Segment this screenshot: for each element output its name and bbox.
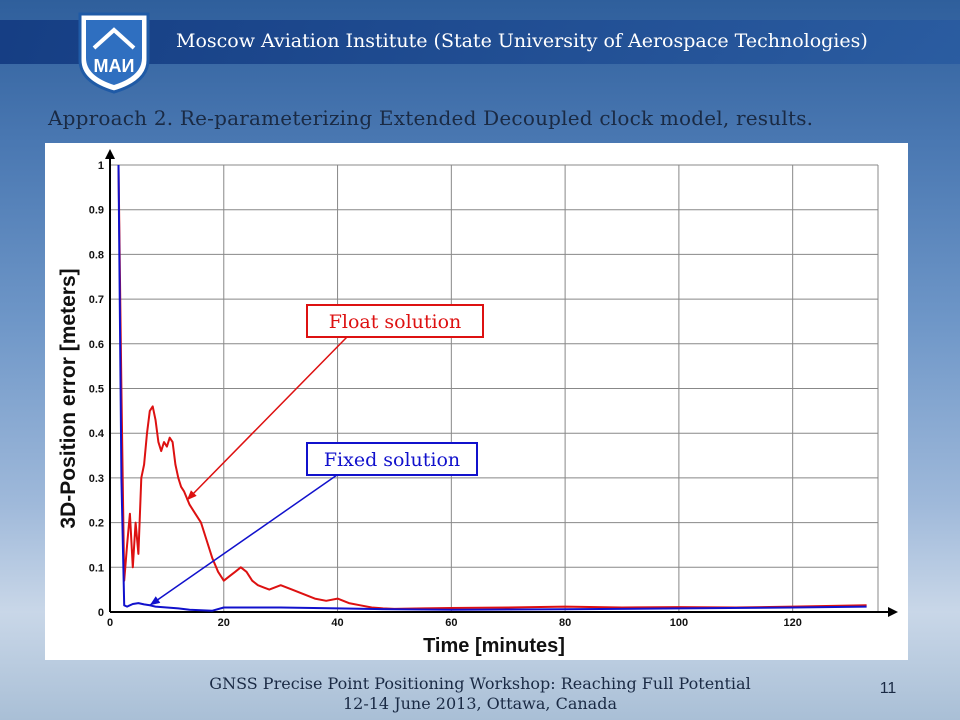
footer-workshop: GNSS Precise Point Positioning Workshop:…: [209, 674, 751, 693]
float-series-line: [117, 164, 867, 610]
footer-date: 12-14 June 2013, Ottawa, Canada: [342, 694, 617, 713]
fixed-series-line: [117, 164, 867, 612]
annotation-label: Float solution: [329, 311, 462, 333]
x-tick-label: 100: [670, 617, 688, 629]
annotation-arrowhead: [186, 490, 197, 501]
slide-title: Approach 2. Re-parameterizing Extended D…: [48, 106, 814, 130]
page-number: 11: [879, 680, 897, 697]
y-tick-label: 0.2: [89, 518, 104, 530]
y-axis-arrow: [105, 149, 115, 159]
chart-svg: 0 20 40 60 80 100 120 0 0.1 0.2 0.3 0.4 0.5 0.6 0.7 0.8…: [57, 149, 898, 657]
y-tick-label: 0.9: [89, 205, 104, 217]
x-tick-label: 80: [559, 617, 571, 629]
annotation-box: [306, 304, 484, 338]
annotation-label: Fixed solution: [324, 449, 460, 471]
x-tick-label: 20: [218, 617, 230, 629]
logo-text: МАИ: [94, 56, 135, 76]
mai-logo: МАИ: [78, 12, 150, 94]
x-tick-label: 40: [331, 617, 343, 629]
annotation-box: [306, 442, 478, 476]
y-tick-label: 0.4: [89, 428, 105, 440]
chart-panel: 0 20 40 60 80 100 120 0 0.1 0.2 0.3 0.4 0.5 0.6 0.7 0.8…: [45, 143, 908, 660]
y-tick-label: 0.7: [89, 294, 104, 306]
y-tick-label: 0.5: [89, 384, 104, 396]
x-tick-label: 0: [107, 617, 113, 629]
institute-name: Moscow Aviation Institute (State Univers…: [176, 30, 868, 52]
x-axis-label: Time [minutes]: [423, 635, 565, 657]
x-tick-label: 120: [783, 617, 801, 629]
annotation-arrowhead: [149, 596, 161, 606]
y-axis-label: 3D-Position error [meters]: [57, 268, 80, 528]
x-tick-label: 60: [445, 617, 457, 629]
y-tick-label: 0.1: [89, 562, 104, 574]
header-bar: [0, 20, 960, 64]
x-axis-arrow: [888, 607, 898, 617]
y-tick-label: 0: [98, 607, 104, 619]
y-tick-label: 0.3: [89, 473, 104, 485]
y-tick-label: 1: [98, 160, 104, 172]
annotation-arrow: [186, 336, 348, 501]
annotation-arrow: [149, 474, 338, 606]
y-tick-label: 0.6: [89, 339, 104, 351]
y-tick-label: 0.8: [89, 249, 104, 261]
